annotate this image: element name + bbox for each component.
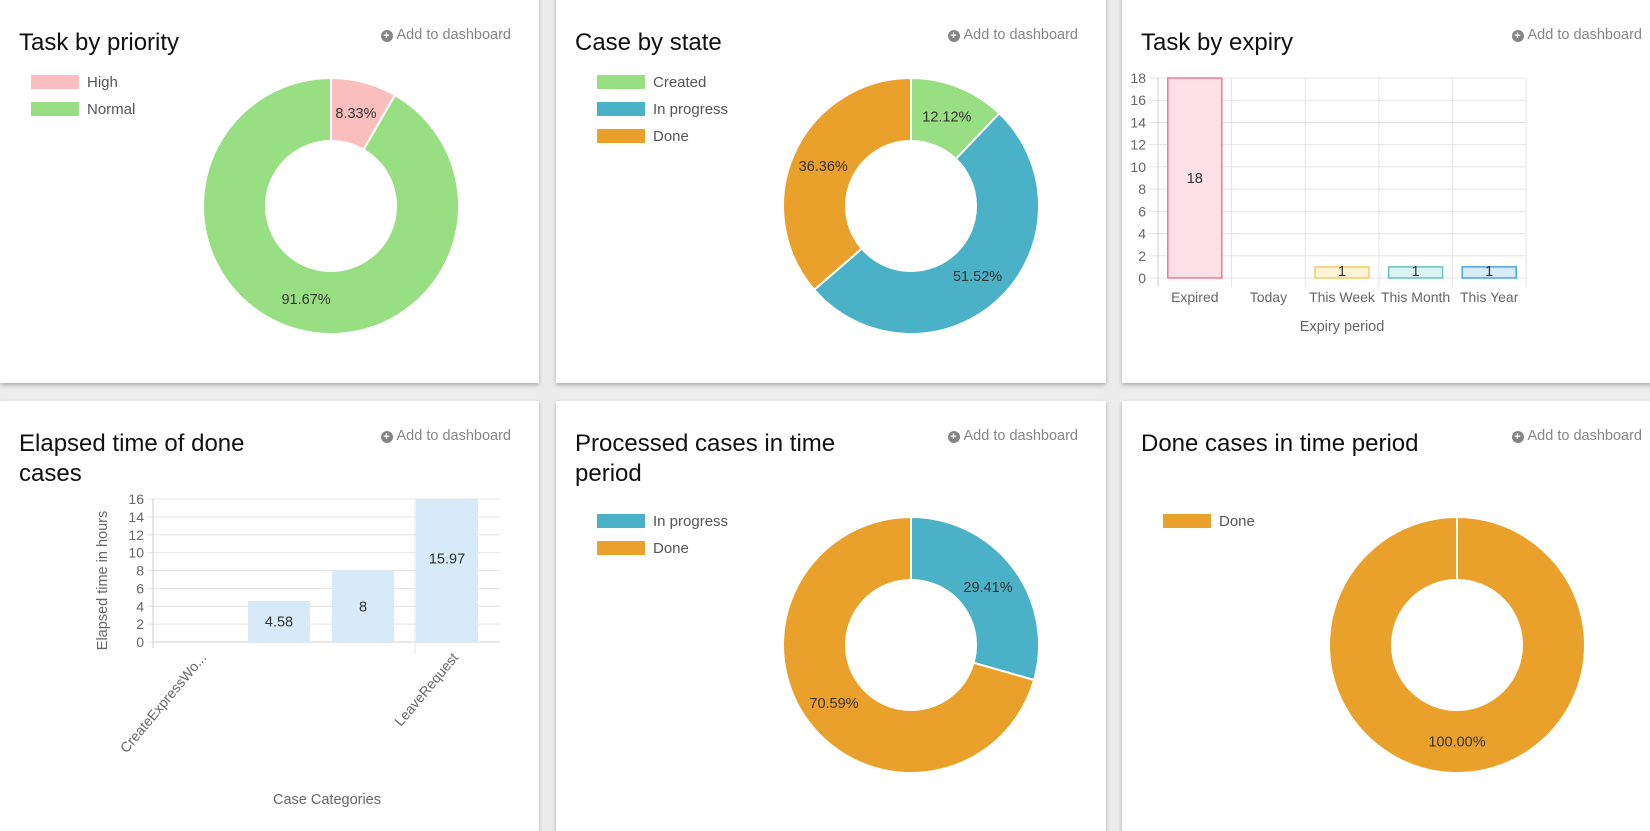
data-label: 51.52% xyxy=(953,269,1002,285)
y-tick-label: 12 xyxy=(128,527,144,543)
legend-label-in-progress: In progress xyxy=(653,513,728,530)
y-tick-label: 8 xyxy=(136,563,144,579)
x-tick-label: LeaveRequest xyxy=(391,650,461,730)
bar-value-label: 4.58 xyxy=(265,615,293,631)
y-tick-label: 10 xyxy=(1130,159,1146,175)
chart-done-cases: Done 100.00% xyxy=(1122,401,1650,831)
y-tick-label: 4 xyxy=(1138,226,1146,242)
legend-label-high: High xyxy=(87,74,118,91)
y-axis-title: Elapsed time in hours xyxy=(95,511,111,650)
y-tick-label: 2 xyxy=(1138,248,1146,264)
y-tick-label: 0 xyxy=(136,634,144,650)
y-tick-label: 14 xyxy=(128,509,144,525)
x-tick-label: Expired xyxy=(1171,289,1218,305)
card-processed-cases: Processed cases in time period + Add to d… xyxy=(556,401,1106,831)
x-tick-label: This Week xyxy=(1309,289,1376,305)
legend-swatch-done xyxy=(1163,514,1211,528)
x-axis-title: Expiry period xyxy=(1300,319,1385,335)
legend-swatch-done xyxy=(597,129,645,143)
card-case-by-state: Case by state + Add to dashboard Created I… xyxy=(556,0,1106,383)
legend-swatch-normal xyxy=(31,102,79,116)
card-task-by-priority: Task by priority + Add to dashboard High N… xyxy=(0,0,539,383)
y-tick-label: 0 xyxy=(1138,270,1146,286)
bar-value-label: 18 xyxy=(1187,171,1203,187)
legend-swatch-done xyxy=(597,541,645,555)
x-axis-title: Case Categories xyxy=(273,792,381,808)
y-tick-label: 12 xyxy=(1130,137,1146,153)
y-tick-label: 4 xyxy=(136,598,144,614)
x-tick-label: This Year xyxy=(1460,289,1519,305)
slice-normal xyxy=(203,78,459,334)
data-label: 91.67% xyxy=(281,292,330,308)
chart-elapsed-time: 0246810121416CreateExpressWo...4.58815.9… xyxy=(0,401,539,831)
legend-swatch-created xyxy=(597,75,645,89)
legend-label-done: Done xyxy=(1219,513,1255,530)
bar-leaverequest xyxy=(416,499,478,642)
x-tick-label: CreateExpressWo... xyxy=(117,650,210,756)
card-elapsed-time: Elapsed time of done cases + Add to dashb… xyxy=(0,401,539,831)
legend-swatch-in-progress xyxy=(597,514,645,528)
bar-value-label: 1 xyxy=(1412,264,1420,280)
legend-swatch-in-progress xyxy=(597,102,645,116)
data-label: 70.59% xyxy=(809,696,858,712)
chart-task-by-priority: High Normal 8.33% 91.67% xyxy=(0,0,539,383)
slice-done xyxy=(783,78,911,290)
y-tick-label: 6 xyxy=(1138,203,1146,219)
y-tick-label: 8 xyxy=(1138,181,1146,197)
data-label: 8.33% xyxy=(335,106,376,122)
data-label: 29.41% xyxy=(963,580,1012,596)
legend-label-created: Created xyxy=(653,74,706,91)
bar-value-label: 1 xyxy=(1338,264,1346,280)
legend-label-done: Done xyxy=(653,128,689,145)
bar-value-label: 15.97 xyxy=(429,551,465,567)
x-tick-label: This Month xyxy=(1381,289,1450,305)
y-tick-label: 6 xyxy=(136,580,144,596)
slice-in-progress xyxy=(911,517,1039,680)
chart-case-by-state: Created In progress Done 12.12% 51.52% 36.36% xyxy=(556,0,1106,383)
y-tick-label: 16 xyxy=(1130,92,1146,108)
chart-task-by-expiry: 0 2 4 6 8 10 12 14 16 18 18 Expired Today 1 This Week 1… xyxy=(1122,0,1650,383)
legend-label-normal: Normal xyxy=(87,101,135,118)
chart-processed-cases: In progress Done 29.41% 70.59% xyxy=(556,401,1106,831)
y-tick-label: 16 xyxy=(128,491,144,507)
legend-swatch-high xyxy=(31,75,79,89)
data-label: 100.00% xyxy=(1428,735,1485,751)
x-tick-label: Today xyxy=(1250,289,1287,305)
y-tick-label: 14 xyxy=(1130,114,1146,130)
data-label: 36.36% xyxy=(799,159,848,175)
legend-label-in-progress: In progress xyxy=(653,101,728,118)
y-tick-label: 10 xyxy=(128,545,144,561)
data-label: 12.12% xyxy=(922,109,971,125)
y-tick-label: 18 xyxy=(1130,70,1146,86)
y-tick-label: 2 xyxy=(136,616,144,632)
bar-value-label: 8 xyxy=(359,599,367,615)
card-done-cases: Done cases in time period + Add to dashbo… xyxy=(1122,401,1650,831)
bar-value-label: 1 xyxy=(1485,264,1493,280)
card-task-by-expiry: Task by expiry + Add to dashboard 0 2 4 6 8 10… xyxy=(1122,0,1650,383)
legend-label-done: Done xyxy=(653,540,689,557)
